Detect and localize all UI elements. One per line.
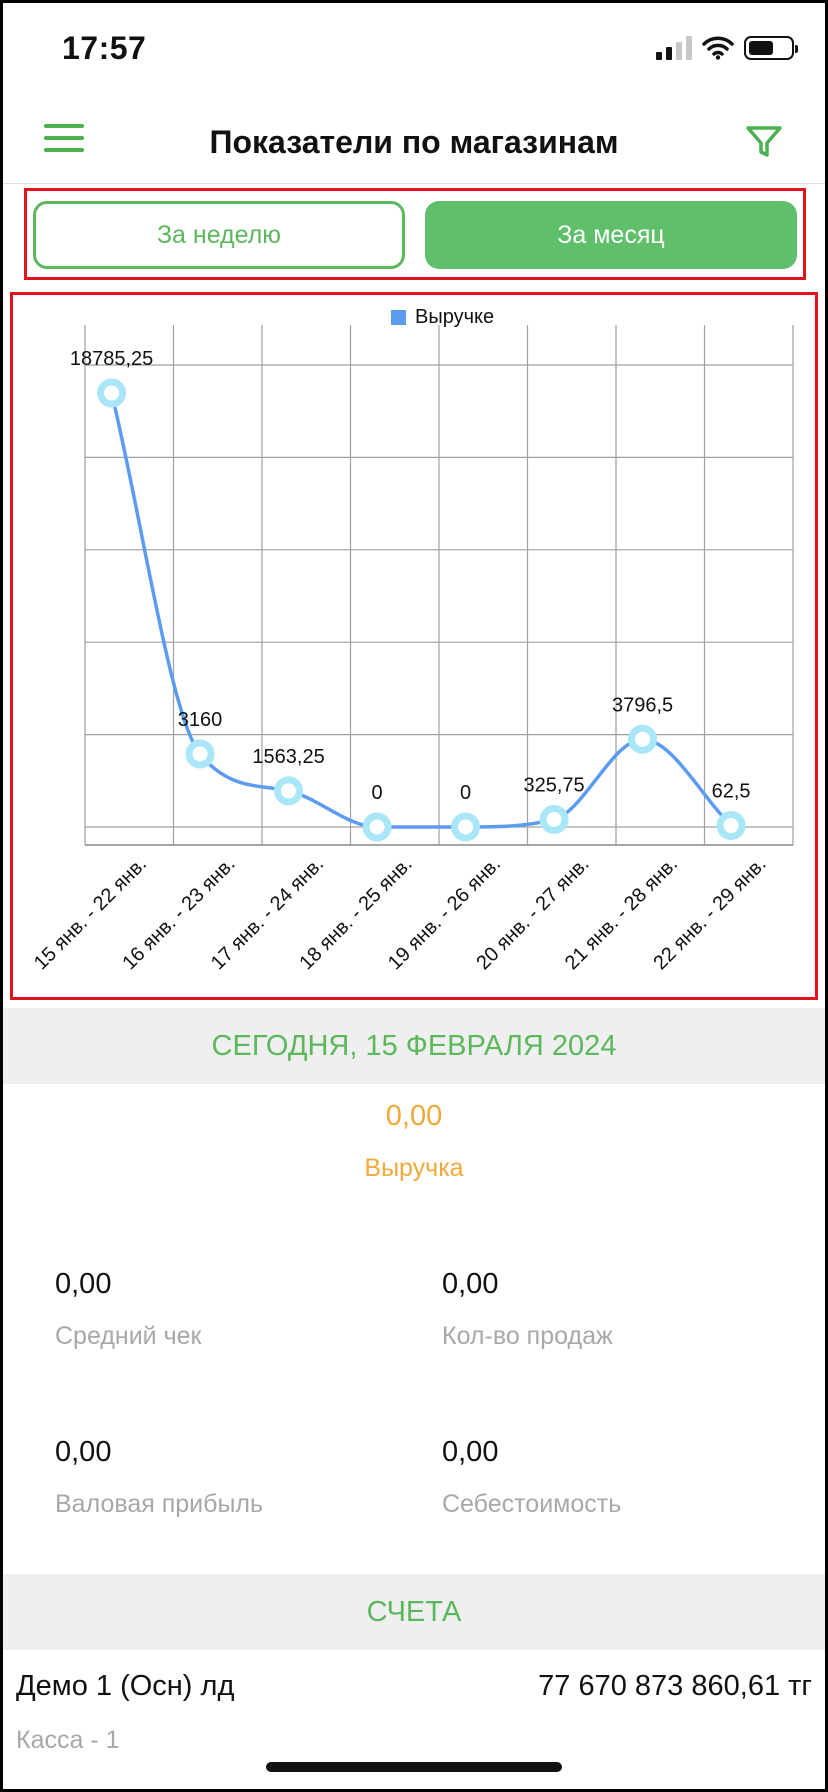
avg-check-label: Средний чек	[55, 1322, 202, 1350]
sales-count-value: 0,00	[442, 1268, 499, 1300]
week-button[interactable]: За неделю	[33, 201, 405, 269]
value-label-6: 3796,5	[612, 694, 673, 716]
avg-check-value: 0,00	[55, 1268, 112, 1300]
value-label-0: 18785,25	[70, 348, 153, 370]
account-register: Касса - 1	[16, 1726, 120, 1754]
data-point-0	[97, 378, 127, 408]
data-point-6	[628, 724, 658, 754]
sales-count-label: Кол-во продаж	[442, 1322, 613, 1350]
legend-swatch	[391, 310, 406, 325]
value-label-1: 3160	[178, 709, 223, 731]
value-label-7: 62,5	[712, 781, 751, 803]
today-heading: СЕГОДНЯ, 15 ФЕВРАЛЯ 2024	[3, 1008, 825, 1084]
data-point-4	[451, 812, 481, 842]
status-icons	[656, 36, 798, 60]
battery-icon	[744, 36, 798, 60]
revenue-chart: Выручке 18785,25 15 янв. - 22 янв. 3160 16 я…	[10, 292, 818, 1000]
cellular-signal-icon	[656, 36, 692, 60]
page-title: Показатели по магазинам	[209, 124, 619, 160]
revenue-value: 0,00	[385, 1100, 443, 1132]
value-label-2: 1563,25	[252, 746, 324, 768]
home-indicator	[266, 1762, 562, 1772]
account-amount: 77 670 873 860,61 тг	[538, 1670, 812, 1702]
gross-profit-label: Валовая прибыль	[55, 1490, 264, 1518]
gross-profit-value: 0,00	[55, 1436, 112, 1468]
data-point-1	[185, 739, 215, 769]
accounts-heading: СЧЕТА	[3, 1574, 825, 1650]
data-point-3	[362, 812, 392, 842]
account-name[interactable]: Демо 1 (Осн) лд	[16, 1670, 235, 1702]
data-point-5	[539, 804, 569, 834]
status-bar: 17:57	[0, 0, 828, 100]
month-button[interactable]: За месяц	[425, 201, 797, 269]
status-time: 17:57	[62, 30, 147, 66]
cost-label: Себестоимость	[442, 1490, 622, 1518]
nav-header: Показатели по магазинам	[0, 100, 828, 184]
hamburger-menu-icon[interactable]	[44, 124, 84, 158]
data-point-7	[716, 811, 746, 841]
value-label-4: 0	[460, 782, 471, 804]
cost-value: 0,00	[442, 1436, 499, 1468]
period-selector: За неделю За месяц	[24, 188, 806, 280]
legend-label: Выручке	[415, 306, 494, 328]
wifi-icon	[702, 36, 734, 60]
value-label-3: 0	[371, 782, 382, 804]
revenue-label: Выручка	[364, 1154, 464, 1182]
data-point-2	[274, 776, 304, 806]
filter-icon[interactable]	[744, 122, 784, 162]
value-label-5: 325,75	[523, 774, 584, 796]
